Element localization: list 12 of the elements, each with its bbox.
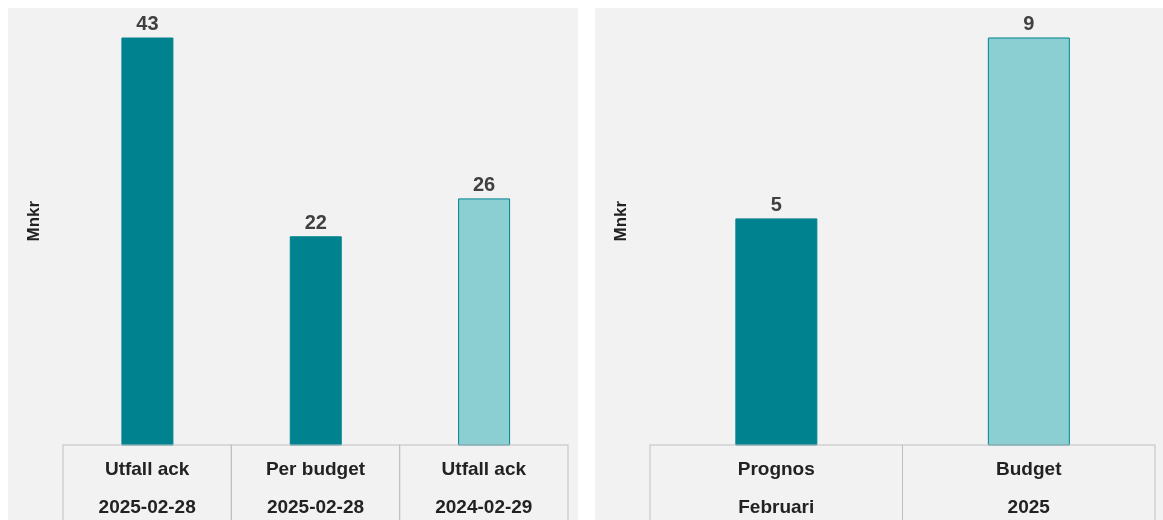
- x-tick-label: Utfall ack 2024-02-29: [435, 458, 533, 517]
- x-tick-label: Per budget 2025-02-28: [265, 458, 366, 517]
- x-tick-label: Budget 2025: [996, 458, 1063, 517]
- y-axis-title: Mnkr: [611, 200, 631, 242]
- data-label: 5: [770, 192, 782, 215]
- data-label: 43: [136, 12, 159, 34]
- data-label: 26: [472, 172, 496, 195]
- x-tick-label: Utfall ack 2025-02-28: [98, 458, 196, 517]
- data-label: 22: [304, 210, 327, 233]
- y-axis-title: Mnkr: [24, 200, 44, 242]
- data-label: 9: [1023, 12, 1035, 34]
- x-tick-label: Prognos Februari: [737, 458, 815, 517]
